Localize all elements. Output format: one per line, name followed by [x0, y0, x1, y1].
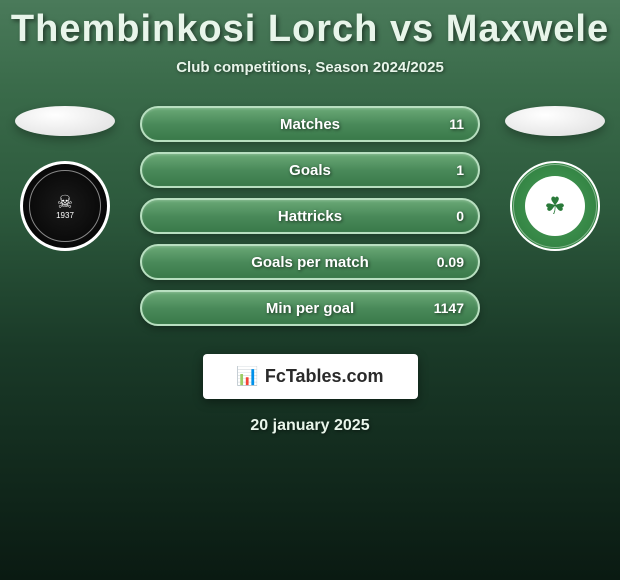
- left-column: ☠ 1937: [10, 106, 120, 251]
- main-content: ☠ 1937 Matches 11 Goals 1 Hattricks 0 Go…: [0, 106, 620, 336]
- stats-container: Matches 11 Goals 1 Hattricks 0 Goals per…: [140, 106, 480, 336]
- stat-row-goals: Goals 1: [140, 152, 480, 188]
- team-badge-left: ☠ 1937: [20, 161, 110, 251]
- shamrock-icon: ☘: [544, 192, 566, 221]
- stat-row-hattricks: Hattricks 0: [140, 198, 480, 234]
- stat-label: Matches: [280, 116, 340, 133]
- brand-text: FcTables.com: [265, 366, 384, 387]
- brand-box: 📊 FcTables.com: [203, 354, 418, 399]
- left-oval-shape: [15, 106, 115, 136]
- subtitle: Club competitions, Season 2024/2025: [0, 59, 620, 76]
- team-badge-right: ☘: [510, 161, 600, 251]
- stat-row-mpg: Min per goal 1147: [140, 290, 480, 326]
- right-column: ☘: [500, 106, 610, 251]
- badge-left-content: ☠ 1937: [56, 193, 74, 220]
- stat-label: Goals per match: [251, 254, 369, 271]
- stat-label: Min per goal: [266, 300, 354, 317]
- stat-value: 0: [456, 208, 464, 224]
- stat-value: 0.09: [437, 254, 464, 270]
- badge-year: 1937: [56, 211, 74, 220]
- chart-icon: 📊: [236, 366, 258, 387]
- stat-row-matches: Matches 11: [140, 106, 480, 142]
- right-oval-shape: [505, 106, 605, 136]
- badge-right-content: ☘: [525, 176, 585, 236]
- skull-icon: ☠: [56, 193, 74, 211]
- stat-label: Hattricks: [278, 208, 342, 225]
- date-label: 20 january 2025: [0, 417, 620, 435]
- stat-value: 11: [449, 116, 464, 132]
- page-title: Thembinkosi Lorch vs Maxwele: [0, 0, 620, 51]
- stat-label: Goals: [289, 162, 331, 179]
- stat-row-gpm: Goals per match 0.09: [140, 244, 480, 280]
- stat-value: 1: [456, 162, 464, 178]
- stat-value: 1147: [434, 300, 464, 316]
